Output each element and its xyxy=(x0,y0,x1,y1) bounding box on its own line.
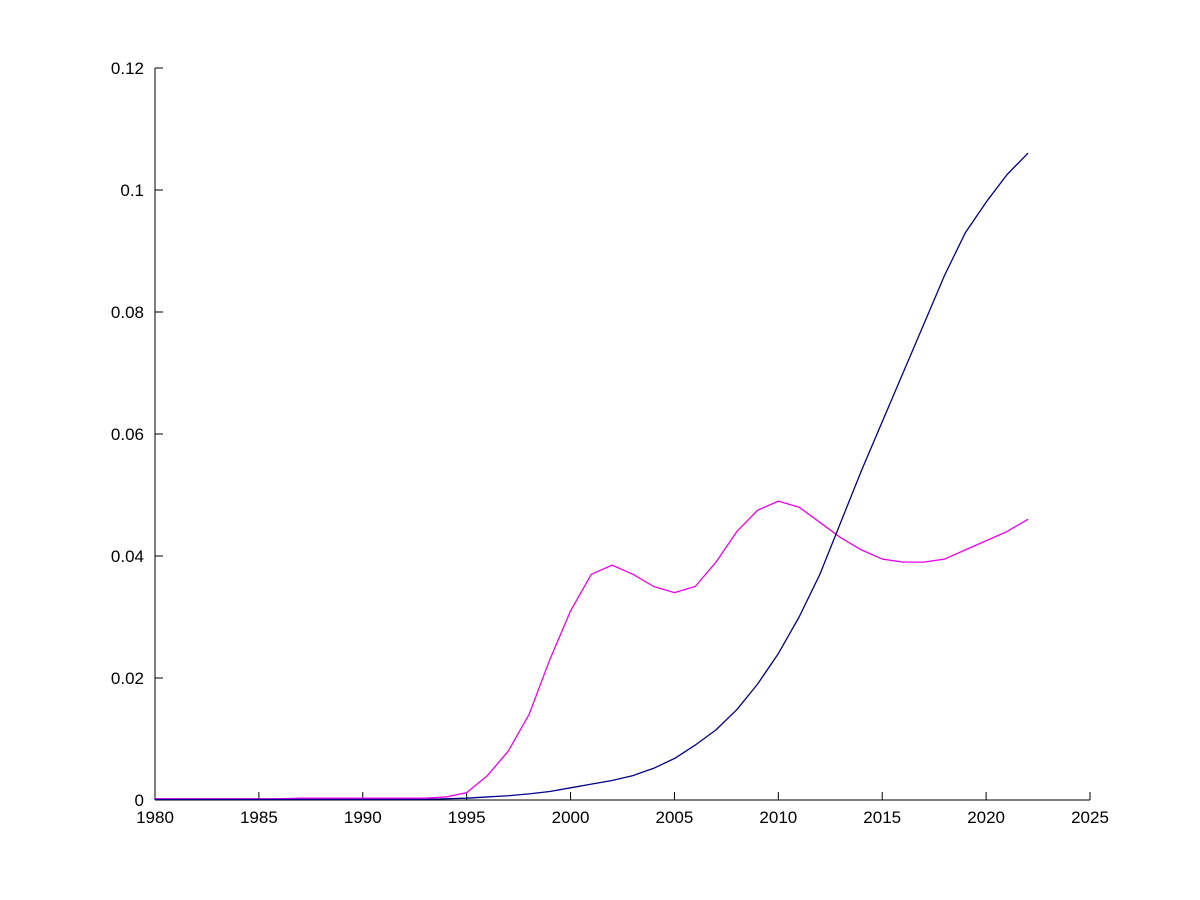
x-tick-label: 1990 xyxy=(344,808,382,827)
x-tick-label: 2005 xyxy=(656,808,694,827)
y-tick-label: 0.02 xyxy=(111,669,144,688)
y-tick-label: 0 xyxy=(135,791,144,810)
x-tick-label: 2020 xyxy=(967,808,1005,827)
x-tick-label: 2015 xyxy=(863,808,901,827)
x-tick-label: 1995 xyxy=(448,808,486,827)
x-tick-label: 2010 xyxy=(759,808,797,827)
x-tick-label: 1985 xyxy=(240,808,278,827)
y-tick-label: 0.12 xyxy=(111,59,144,78)
series-magenta-line xyxy=(154,500,1029,800)
x-tick-label: 2000 xyxy=(552,808,590,827)
series-dark-blue-line xyxy=(154,152,1029,801)
y-tick-label: 0.1 xyxy=(120,181,144,200)
y-tick-label: 0.08 xyxy=(111,303,144,322)
y-tick-label: 0.04 xyxy=(111,547,144,566)
x-tick-label: 1980 xyxy=(136,808,174,827)
x-tick-label: 2025 xyxy=(1071,808,1109,827)
y-tick-label: 0.06 xyxy=(111,425,144,444)
